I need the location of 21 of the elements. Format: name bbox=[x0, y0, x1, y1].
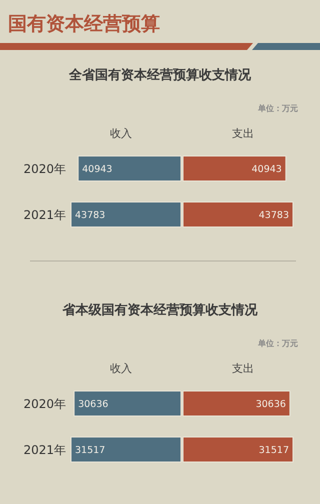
data-label: 40943 bbox=[252, 164, 282, 175]
y-tick-label: 2020年 bbox=[23, 397, 66, 411]
data-label: 43783 bbox=[75, 210, 106, 221]
data-label: 40943 bbox=[82, 164, 112, 175]
text: 国有资本经营预算 bbox=[8, 13, 160, 35]
text: 单位：万元 bbox=[257, 339, 298, 348]
data-label: 31517 bbox=[75, 445, 106, 456]
data-label: 30636 bbox=[78, 399, 108, 410]
chart-title: 全省国有资本经营预算收支情况 bbox=[68, 67, 252, 83]
series-label: 支出 bbox=[232, 362, 254, 375]
series-label: 收入 bbox=[110, 362, 132, 375]
y-tick-label: 2021年 bbox=[23, 208, 66, 222]
y-tick-label: 2021年 bbox=[23, 443, 66, 457]
series-label: 支出 bbox=[232, 127, 254, 140]
chart-title: 省本级国有资本经营预算收支情况 bbox=[62, 302, 258, 318]
y-tick-label: 2020年 bbox=[23, 162, 66, 176]
data-label: 30636 bbox=[256, 399, 286, 410]
series-label: 收入 bbox=[110, 127, 132, 140]
data-label: 31517 bbox=[258, 445, 289, 456]
text: 单位：万元 bbox=[257, 104, 298, 113]
data-label: 43783 bbox=[258, 210, 289, 221]
